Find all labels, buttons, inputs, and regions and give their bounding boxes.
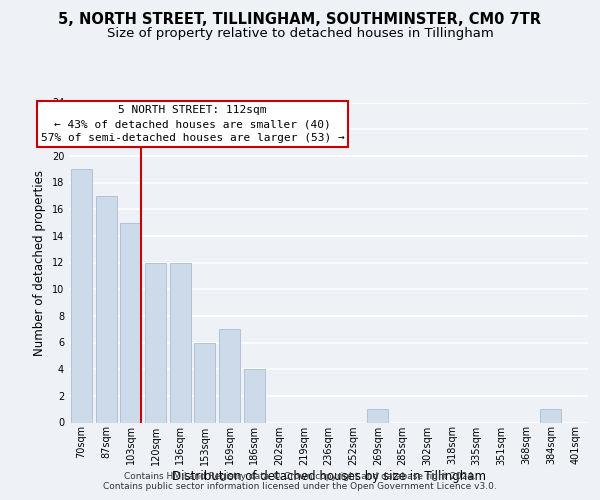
Text: 5, NORTH STREET, TILLINGHAM, SOUTHMINSTER, CM0 7TR: 5, NORTH STREET, TILLINGHAM, SOUTHMINSTE… [59,12,542,28]
Text: Size of property relative to detached houses in Tillingham: Size of property relative to detached ho… [107,28,493,40]
X-axis label: Distribution of detached houses by size in Tillingham: Distribution of detached houses by size … [172,470,485,484]
Bar [219,329,240,422]
Text: Contains public sector information licensed under the Open Government Licence v3: Contains public sector information licen… [103,482,497,491]
Bar [541,409,562,422]
Text: 5 NORTH STREET: 112sqm
← 43% of detached houses are smaller (40)
57% of semi-det: 5 NORTH STREET: 112sqm ← 43% of detached… [41,105,344,143]
Bar [194,342,215,422]
Y-axis label: Number of detached properties: Number of detached properties [33,170,46,356]
Bar [95,196,116,422]
Bar [71,169,92,422]
Text: Contains HM Land Registry data © Crown copyright and database right 2024.: Contains HM Land Registry data © Crown c… [124,472,476,481]
Bar [120,222,141,422]
Bar [244,369,265,422]
Bar [170,262,191,422]
Bar [145,262,166,422]
Bar [367,409,388,422]
